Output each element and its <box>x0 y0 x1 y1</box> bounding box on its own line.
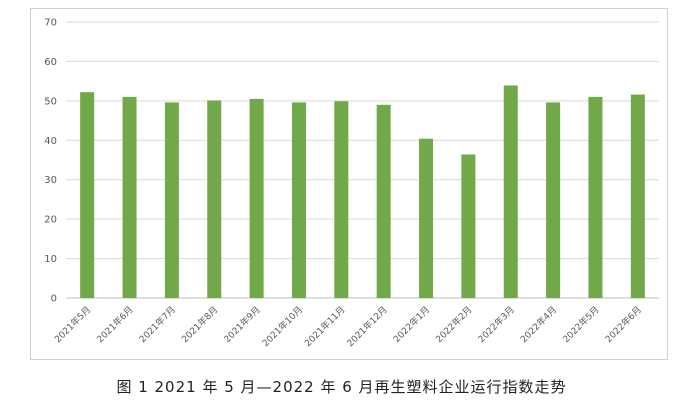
bar <box>334 101 349 298</box>
x-tick-label: 2021年12月 <box>344 304 390 350</box>
y-tick-label: 20 <box>44 215 57 226</box>
y-tick-label: 40 <box>44 136 57 147</box>
bar <box>207 100 222 298</box>
chart-frame: 0 10 20 30 40 50 60 70 2021年5月 2021年6月 2021年7月 2021… <box>30 8 668 360</box>
x-tick-label: 2022年5月 <box>560 304 601 345</box>
x-tick-label: 2021年5月 <box>52 304 93 345</box>
y-tick-label: 30 <box>44 175 57 186</box>
x-tick-label: 2021年10月 <box>260 304 306 350</box>
y-tick-label: 70 <box>44 18 57 29</box>
x-tick-label: 2022年1月 <box>391 304 432 345</box>
bar <box>503 85 518 298</box>
bar <box>461 154 476 298</box>
x-tick-label: 2021年7月 <box>137 304 178 345</box>
bar <box>291 102 306 298</box>
x-tick-label: 2021年6月 <box>94 304 135 345</box>
bar <box>164 102 179 298</box>
bar <box>588 96 603 299</box>
x-tick-label: 2021年8月 <box>179 304 220 345</box>
bar <box>80 92 95 298</box>
x-tick-label: 2022年2月 <box>433 304 474 345</box>
bar <box>249 98 264 298</box>
y-tick-label: 60 <box>44 57 57 68</box>
y-tick-label: 0 <box>51 294 57 305</box>
figure-caption: 图 1 2021 年 5 月—2022 年 6 月再生塑料企业运行指数走势 <box>116 378 567 396</box>
x-tick-label: 2022年6月 <box>602 304 643 345</box>
y-tick-label: 50 <box>44 96 57 107</box>
bar <box>122 96 137 299</box>
x-tick-label: 2022年3月 <box>475 304 516 345</box>
x-tick-label: 2021年11月 <box>302 304 348 350</box>
bar <box>419 138 434 298</box>
bar <box>376 104 391 298</box>
y-tick-label: 10 <box>44 254 57 265</box>
bar <box>630 94 645 298</box>
x-tick-label: 2021年9月 <box>221 304 262 345</box>
bar <box>546 102 561 298</box>
x-tick-label: 2022年4月 <box>518 304 559 345</box>
